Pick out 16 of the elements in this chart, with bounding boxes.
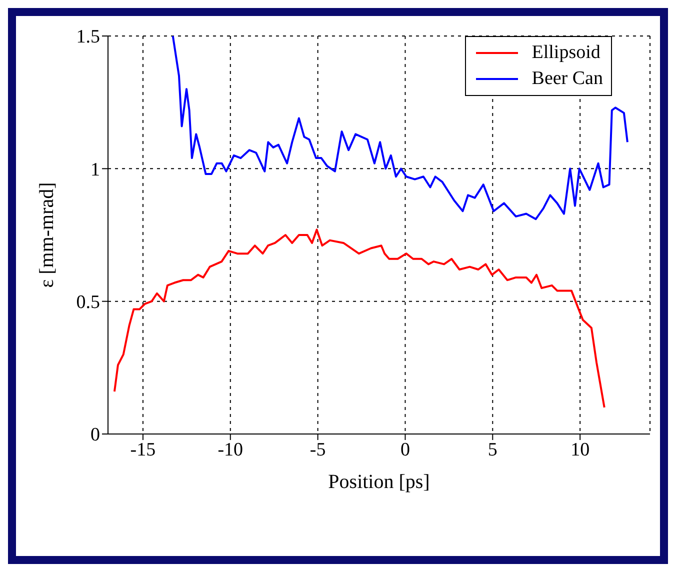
line-series xyxy=(113,228,606,408)
x-axis-title: Position [ps] xyxy=(328,471,430,493)
x-tick-label: -5 xyxy=(310,439,326,460)
y-tick-label: 1.5 xyxy=(76,26,100,48)
x-tick-label: 0 xyxy=(400,439,410,460)
x-tick-label: 5 xyxy=(488,439,498,460)
y-tick-label: 1 xyxy=(90,159,100,180)
legend-label: Beer Can xyxy=(532,67,603,91)
x-tick-label: 10 xyxy=(570,439,590,460)
y-tick-label: 0 xyxy=(90,424,100,446)
x-tick-label: -15 xyxy=(130,439,156,460)
line-series xyxy=(172,36,628,220)
y-axis-title: ε [mm-mrad] xyxy=(36,182,58,288)
y-tick-label: 0.5 xyxy=(76,292,100,314)
legend-label: Ellipsoid xyxy=(532,41,600,65)
x-tick-label: -10 xyxy=(218,439,244,460)
